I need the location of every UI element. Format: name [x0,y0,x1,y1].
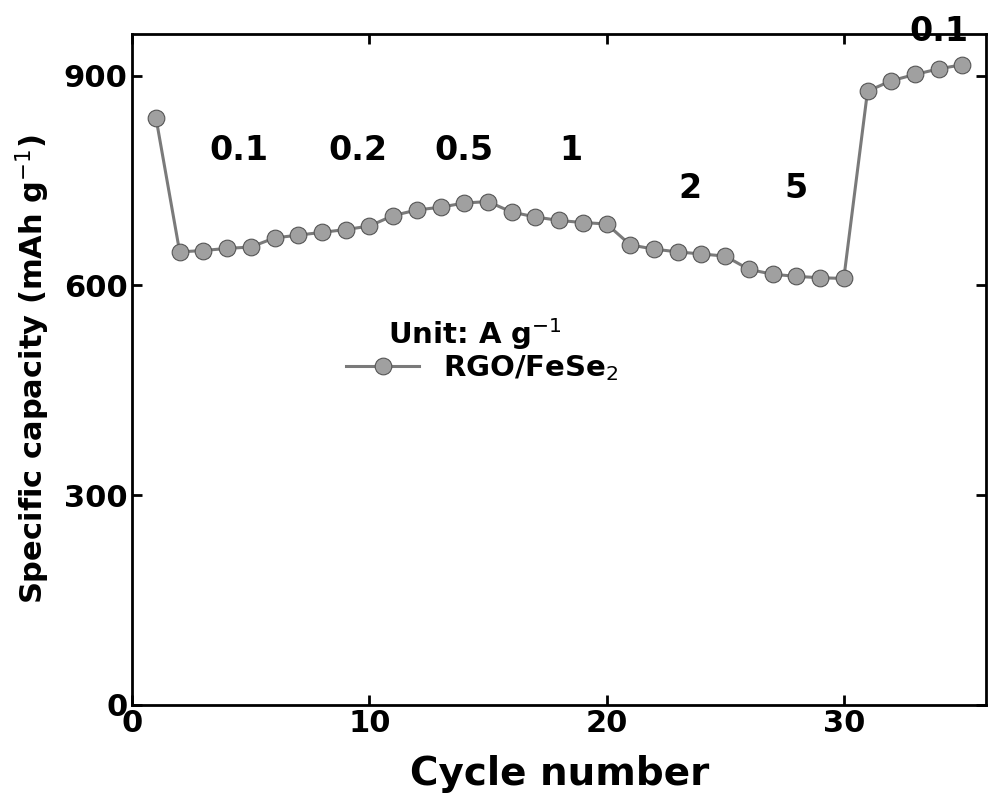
Text: 0.1: 0.1 [209,134,268,167]
Text: 5: 5 [785,172,808,205]
Text: 1: 1 [559,134,583,167]
X-axis label: Cycle number: Cycle number [410,755,709,793]
Text: 2: 2 [678,172,701,205]
Text: Unit: A g$^{-1}$: Unit: A g$^{-1}$ [388,316,562,352]
Text: 0.2: 0.2 [328,134,387,167]
Legend: RGO/FeSe$_2$: RGO/FeSe$_2$ [335,342,630,395]
Y-axis label: Specific capacity (mAh g$^{-1}$): Specific capacity (mAh g$^{-1}$) [14,135,52,604]
Text: 0.5: 0.5 [435,134,494,167]
Text: 0.1: 0.1 [909,15,968,48]
